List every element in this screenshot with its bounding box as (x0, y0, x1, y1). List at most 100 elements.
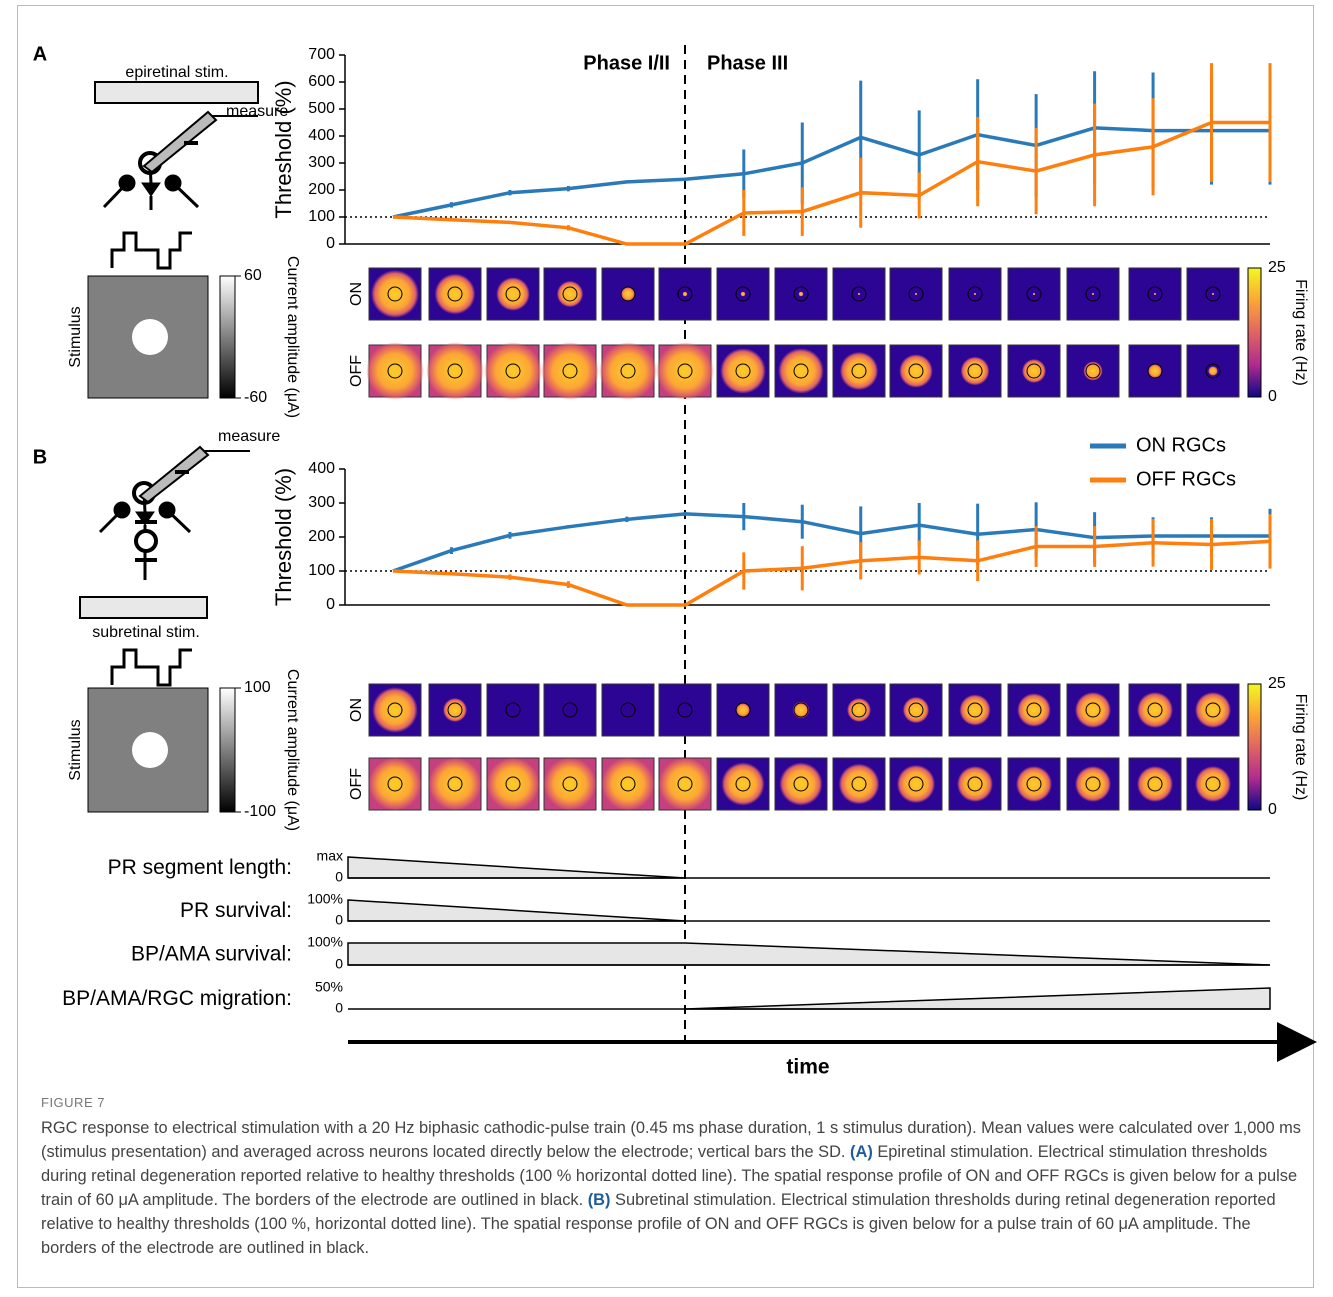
map-background (659, 684, 711, 736)
colorbar-label: Firing rate (Hz) (1292, 279, 1309, 386)
caption-segment: (B) (588, 1191, 611, 1209)
legend-label: ON RGCs (1136, 434, 1226, 456)
response-map (544, 268, 596, 320)
timeline-label: PR survival: (180, 899, 292, 922)
response-map (1187, 758, 1239, 810)
map-response (372, 687, 418, 733)
map-response (541, 342, 599, 400)
response-map (1067, 268, 1119, 320)
map-response (741, 292, 746, 297)
y-tick-label: 700 (308, 46, 335, 63)
map-response (903, 697, 929, 723)
stimulus-label: Stimulus (67, 719, 84, 780)
page: A B Phase I/II Phase III epiretinal stim… (0, 0, 1333, 1297)
caption-text: RGC response to electrical stimulation w… (41, 1116, 1303, 1260)
map-response (435, 274, 476, 315)
map-response (1137, 692, 1173, 728)
timeline-label: PR segment length: (108, 856, 292, 879)
map-response (974, 293, 976, 295)
map-response (1154, 293, 1156, 295)
response-map (1129, 758, 1181, 810)
y-tick-label: 0 (326, 235, 335, 252)
y-tick-label: 500 (308, 100, 335, 117)
response-map (1067, 684, 1119, 736)
y-axis-label: Threshold (%) (271, 80, 296, 218)
colorbar-tick-label: 60 (244, 267, 262, 284)
map-response (496, 277, 530, 311)
y-tick-label: 300 (308, 154, 335, 171)
response-map (429, 758, 482, 811)
response-map (717, 684, 769, 736)
map-response (721, 762, 764, 805)
current-colorbar (220, 276, 235, 398)
response-map (602, 758, 655, 811)
response-map (487, 268, 539, 320)
colorbar-tick-label: 0 (1268, 801, 1277, 818)
map-response (720, 348, 766, 394)
timeline-shape (348, 857, 685, 878)
map-response (793, 702, 810, 719)
timeline-label: BP/AMA/RGC migration: (62, 987, 292, 1010)
response-map (949, 268, 1001, 320)
map-row-label: ON (348, 698, 365, 722)
map-response (602, 758, 655, 811)
timeline-top: max (317, 848, 343, 864)
response-map (429, 268, 481, 320)
phase-label: Phase I/II (583, 52, 670, 74)
map-response (1075, 766, 1111, 802)
y-tick-label: 0 (326, 596, 335, 613)
map-response (659, 758, 712, 811)
response-map (890, 684, 942, 736)
panel-label: B (33, 446, 47, 468)
timeline-shape (348, 900, 685, 921)
timeline-bottom: 0 (335, 1000, 343, 1016)
map-response (557, 281, 583, 307)
response-map (833, 758, 885, 810)
timeline-top: 50% (315, 979, 343, 995)
response-map (775, 684, 827, 736)
map-response (1195, 766, 1231, 802)
current-colorbar (220, 688, 235, 812)
map-response (1092, 293, 1094, 295)
timeline-shape (685, 988, 1270, 1009)
response-map (366, 342, 424, 400)
response-map (484, 342, 542, 400)
response-map (659, 268, 711, 320)
response-map (544, 758, 597, 811)
map-row-label: OFF (348, 768, 365, 800)
response-map (599, 342, 657, 400)
response-map (369, 684, 421, 736)
map-response (656, 342, 714, 400)
stimulus-label: Stimulus (67, 306, 84, 367)
series-line (393, 123, 1270, 245)
phase-label: Phase III (707, 52, 788, 74)
series-line (393, 541, 1270, 605)
timeline-bottom: 0 (335, 869, 343, 885)
map-response (484, 342, 542, 400)
map-background (487, 684, 539, 736)
map-response (778, 348, 824, 394)
response-map (659, 758, 712, 811)
response-map (890, 345, 942, 397)
response-map (544, 684, 596, 736)
map-background (544, 684, 596, 736)
map-response (683, 292, 688, 297)
stim-label: subretinal stim. (92, 624, 200, 641)
map-row-label: OFF (348, 355, 365, 387)
map-response (443, 698, 467, 722)
y-tick-label: 200 (308, 528, 335, 545)
colorbar-tick-label: 100 (244, 679, 271, 696)
response-map (833, 684, 885, 736)
response-map (487, 758, 540, 811)
colorbar-tick-label: 0 (1268, 388, 1277, 405)
map-response (1075, 692, 1111, 728)
map-response (1208, 366, 1218, 376)
rate-colorbar (1248, 684, 1261, 810)
timeline-shape (348, 943, 1270, 965)
map-row-label: ON (348, 282, 365, 306)
time-label: time (786, 1056, 829, 1079)
map-response (1017, 693, 1051, 727)
map-response (959, 694, 990, 725)
response-map (775, 345, 827, 397)
response-map (949, 345, 1001, 397)
